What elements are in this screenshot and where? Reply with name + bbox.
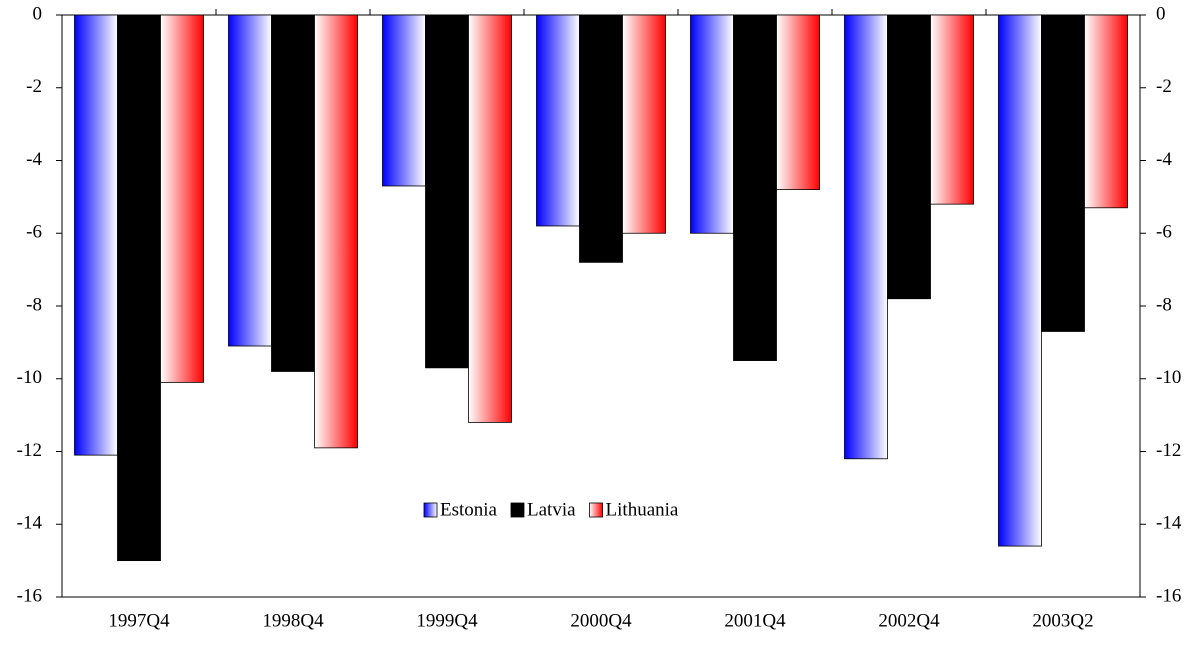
- y-tick-label: -4: [26, 149, 42, 170]
- x-tick-label: 2002Q4: [878, 610, 940, 631]
- legend-swatch: [589, 502, 603, 518]
- x-tick-label: 2003Q2: [1032, 610, 1093, 631]
- bar: [998, 14, 1042, 547]
- y-tick-label: -6: [26, 222, 42, 243]
- y2-tick-label: -4: [1156, 149, 1172, 170]
- bar: [622, 14, 666, 234]
- bar: [117, 14, 161, 562]
- y-tick-label: 0: [33, 3, 43, 24]
- y-tick-label: -14: [17, 513, 43, 534]
- bar: [887, 14, 931, 300]
- bar: [1084, 14, 1128, 209]
- y2-tick-label: 0: [1156, 3, 1166, 24]
- y-tick-label: -12: [17, 440, 42, 461]
- bar: [425, 14, 469, 369]
- bar: [930, 14, 974, 205]
- x-tick-label: 2001Q4: [724, 610, 786, 631]
- bar: [228, 14, 272, 347]
- legend-swatch: [423, 502, 438, 518]
- legend-swatch: [510, 502, 525, 518]
- y2-tick-label: -10: [1156, 367, 1181, 388]
- legend-label: Estonia: [440, 499, 498, 520]
- y2-tick-label: -8: [1156, 294, 1172, 315]
- bar: [382, 14, 426, 187]
- x-tick-label: 2000Q4: [570, 610, 632, 631]
- bar: [536, 14, 580, 227]
- x-tick-label: 1999Q4: [416, 610, 478, 631]
- y-tick-label: -16: [17, 585, 42, 606]
- y-tick-label: -10: [17, 367, 42, 388]
- legend-label: Latvia: [527, 499, 576, 520]
- y2-tick-label: -6: [1156, 222, 1172, 243]
- bar: [579, 14, 623, 263]
- bar: [314, 14, 358, 449]
- legend-label: Lithuania: [606, 499, 679, 520]
- y2-tick-label: -16: [1156, 585, 1181, 606]
- y-tick-label: -8: [26, 294, 42, 315]
- bar: [733, 14, 777, 361]
- bar: [776, 14, 820, 191]
- x-tick-label: 1997Q4: [108, 610, 170, 631]
- bar: [1041, 14, 1085, 332]
- bar: [74, 14, 118, 456]
- y2-tick-label: -14: [1156, 513, 1182, 534]
- bar: [468, 14, 512, 423]
- y2-tick-label: -12: [1156, 440, 1181, 461]
- y-tick-label: -2: [26, 76, 42, 97]
- x-tick-label: 1998Q4: [262, 610, 324, 631]
- y2-tick-label: -2: [1156, 76, 1172, 97]
- bar: [844, 14, 888, 460]
- bar: [690, 14, 734, 234]
- bar: [271, 14, 315, 372]
- bar: [160, 14, 204, 383]
